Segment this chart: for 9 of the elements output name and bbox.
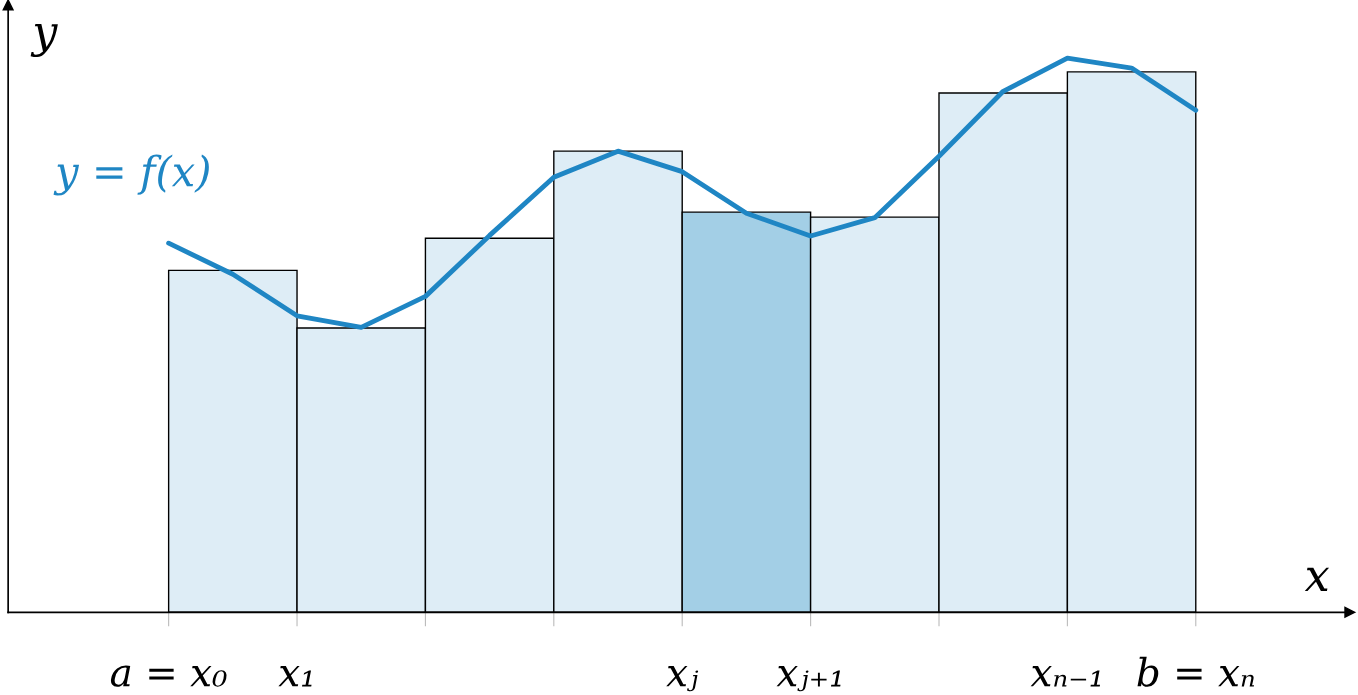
y-axis-title: y [30, 24, 58, 57]
series-label: y = f(x) [53, 154, 209, 196]
x-tick-label: xⱼ [666, 666, 699, 692]
x-tick-label: x₁ [278, 666, 312, 687]
x-tick-label: a = x₀ [110, 665, 227, 687]
x-tick-label: xₙ₋₁ [1030, 666, 1101, 687]
x-axis-title: x [1304, 567, 1330, 591]
x-tick-label: b = xₙ [1137, 656, 1255, 687]
x-tick-label: xⱼ₊₁ [776, 666, 841, 692]
